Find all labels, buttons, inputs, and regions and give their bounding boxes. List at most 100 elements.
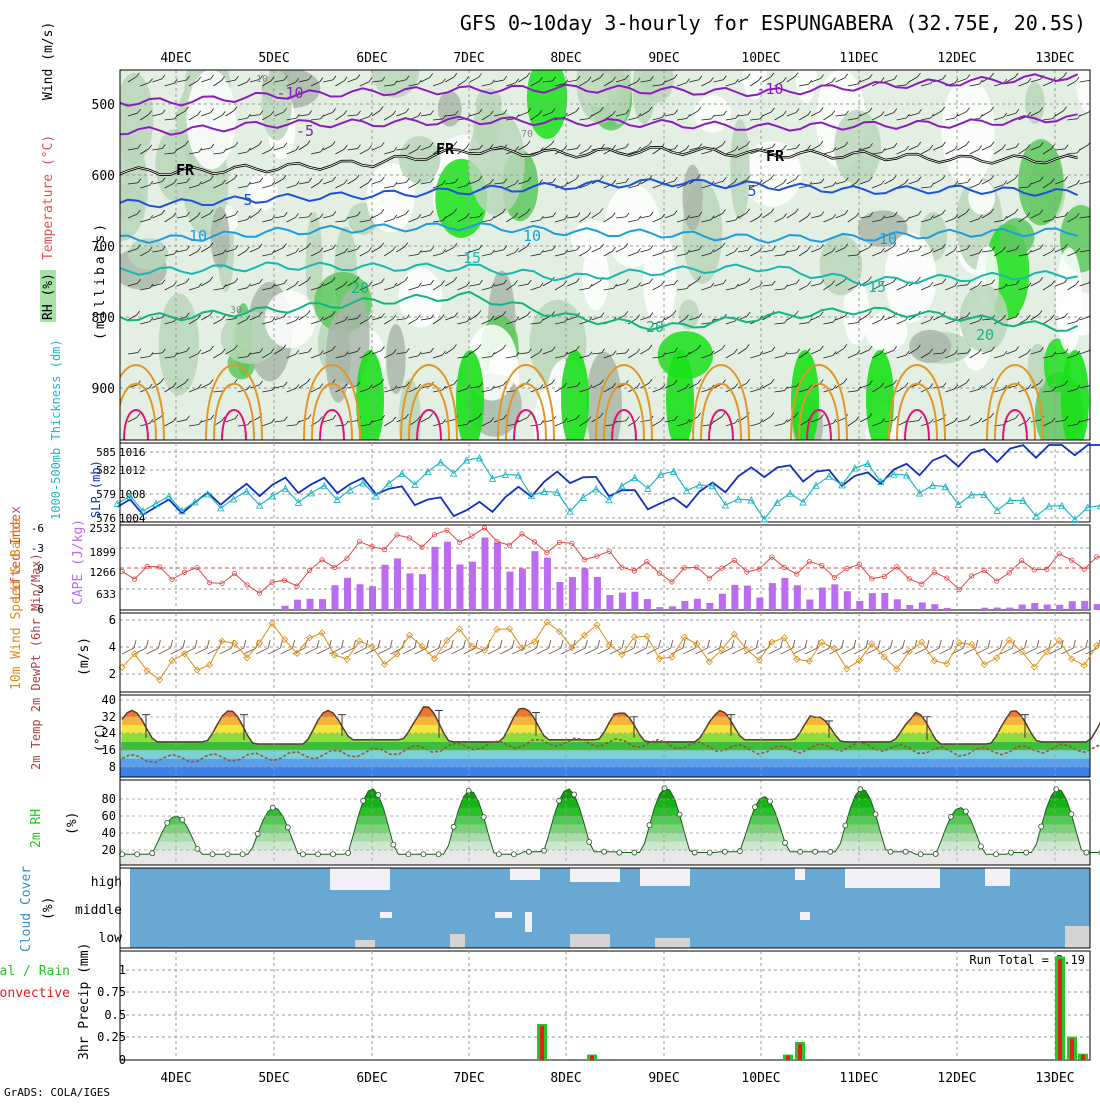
wind-barb [140, 250, 150, 257]
wind-barb-flag [880, 382, 885, 388]
wind-barb [481, 287, 492, 291]
wind-barb-flag [259, 110, 264, 115]
wind-barb-flag [820, 414, 824, 419]
wind-barb [469, 283, 480, 287]
wind-speed-point [380, 660, 389, 668]
wind-barb [213, 390, 224, 393]
li-point [169, 576, 175, 582]
wind-barb-flag [368, 77, 373, 83]
wind-barb [323, 145, 333, 151]
wind-barb-flag [417, 112, 422, 117]
wind-barb-flag [686, 418, 690, 424]
wind-barb [188, 216, 198, 223]
rh-blob [865, 311, 908, 353]
rh-point [556, 797, 562, 804]
wind-barb [310, 320, 321, 325]
wind-barb [896, 386, 906, 393]
wind-barb-flag [442, 385, 447, 391]
wind-barb-10m [1061, 647, 1074, 655]
wind-barb [200, 280, 210, 287]
thickness-tick: 585 [96, 446, 116, 459]
slp-tick: 1012 [119, 464, 146, 477]
wind-speed-point [530, 638, 539, 646]
wind-barb [323, 79, 334, 83]
wind-barb-flag [539, 384, 544, 389]
wind-barb-10m [329, 647, 342, 655]
wind-barb-flag [478, 73, 482, 78]
rh-point [495, 851, 502, 858]
wind-barb [933, 418, 943, 423]
wind-barb [933, 352, 944, 355]
wind-barb-flag [283, 142, 288, 148]
wind-barb-flag [648, 378, 653, 384]
wind-barb [323, 349, 333, 355]
wind-barb-flag [246, 315, 251, 320]
wind-barb-flag [844, 141, 849, 147]
pressure-tick-label: 600 [92, 169, 115, 184]
wind-barb-flag [806, 348, 811, 353]
surface-temp-arc [896, 382, 938, 440]
wind-barb [1042, 148, 1052, 155]
wind-barb [628, 81, 638, 87]
wind-barb-flag [783, 178, 787, 184]
wind-barb-flag [185, 140, 189, 146]
wind-barb-flag [734, 383, 739, 388]
wind-barb-flag [735, 283, 739, 289]
wind-barb [884, 78, 895, 83]
day-label-top: 13DEC [1035, 51, 1074, 66]
wind-barb-flag [723, 110, 727, 116]
cape-tick: 1899 [90, 546, 117, 559]
wind-barb [188, 424, 199, 427]
surface-temp-arc [319, 409, 345, 440]
wind-barb [567, 418, 577, 423]
wind-barb-10m [451, 647, 464, 655]
rh-band [120, 788, 1090, 791]
wind-barb-flag [1027, 282, 1032, 287]
li-point [144, 563, 150, 570]
wind-speed-point [780, 634, 788, 642]
surface-temp-arc [400, 364, 458, 440]
wind-barb-flag [198, 181, 202, 186]
wind-barb [140, 218, 150, 223]
wind-barb-10m [1024, 647, 1038, 655]
wind-barb-flag [1075, 280, 1080, 285]
wind-barb-flag [526, 242, 531, 247]
wind-barb-flag [905, 145, 910, 151]
wind-barb [933, 282, 943, 287]
thickness-point [398, 469, 406, 477]
wind-barb [274, 420, 285, 423]
wind-barb [164, 82, 175, 87]
cape-bar [1056, 604, 1064, 610]
wind-barb [908, 348, 918, 355]
wind-barb-flag [807, 144, 812, 150]
wind-barb-flag [1003, 180, 1007, 185]
wind-barb-flag [259, 348, 264, 353]
wind-barb-flag [942, 348, 947, 354]
wind-barb [420, 283, 431, 287]
wind-barb-flag [990, 412, 994, 418]
wind-barb-flag [1015, 279, 1020, 285]
day-label-bottom: 11DEC [839, 1071, 878, 1086]
wind-barb [994, 184, 1004, 189]
wind-barb-flag [539, 282, 544, 288]
wind-barb-flag [721, 344, 726, 350]
wind-barb [811, 283, 822, 287]
wind-barb [493, 314, 504, 321]
wind-barb [1030, 419, 1041, 423]
wind-barb-flag [771, 246, 776, 251]
li-point [1031, 567, 1037, 573]
cape-bar [656, 607, 664, 610]
wind-barb-10m [268, 647, 281, 655]
wind-barb-flag [954, 282, 959, 287]
pressure-axis-label: (millibars) [93, 221, 108, 340]
thickness-point [359, 478, 367, 487]
wind-barb [347, 249, 358, 253]
wind-barb [798, 114, 808, 121]
wind-barb [725, 352, 735, 359]
wind-barb-flag [172, 212, 177, 217]
wind-barb-10m [402, 647, 415, 655]
wind-barb [884, 315, 894, 321]
rh-band [120, 790, 1090, 799]
wind-speed-point [655, 655, 663, 663]
rh-blob [576, 70, 624, 124]
